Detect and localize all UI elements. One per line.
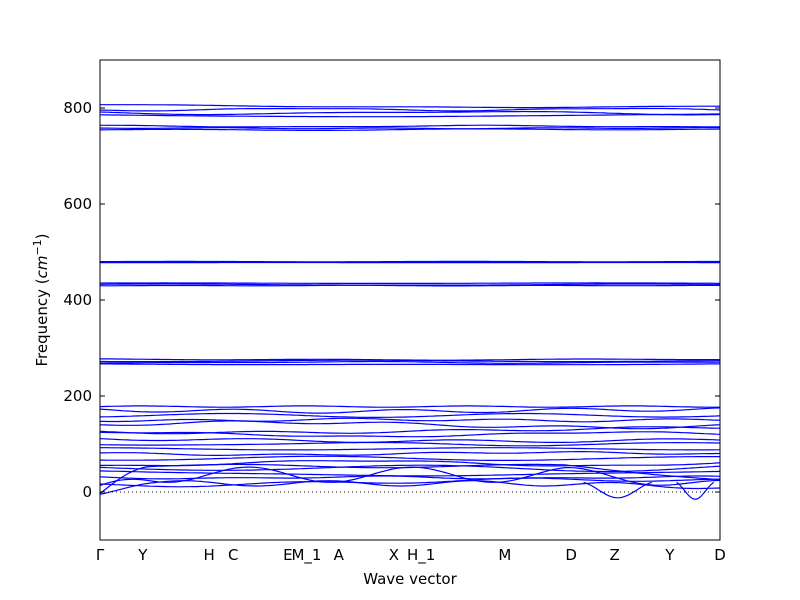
band-line-low [100,417,721,423]
x-tick-label: Z [609,546,619,564]
x-axis-label: Wave vector [363,570,457,588]
band-line-low [100,460,721,467]
x-tick-label: E [283,546,292,564]
band-line-high1 [99,126,720,130]
band-line-low [99,412,721,418]
y-tick-label: 200 [63,387,92,405]
band-line-high1 [100,124,720,128]
x-tick-label: Y [664,546,675,564]
x-tick-label: M [498,546,511,564]
band-line-high2 [99,113,720,118]
x-tick-label: H [203,546,214,564]
x-axis-ticks: Γ Y H C EM_1 A X H_1 M D Z Y D [96,546,726,565]
band-line-low [100,451,720,456]
band-line-low [99,420,721,430]
y-tick-label: 400 [63,291,92,309]
x-tick-label: C [228,546,238,564]
band-line-high2 [99,110,721,116]
soft-mode-line [676,481,715,500]
band-line-high1 [99,128,721,131]
band-line-low [99,441,720,447]
band-line-acoustic [99,480,721,495]
x-tick-label: Y [137,546,148,564]
y-axis-label: Frequency (cm−1) [31,233,51,366]
band-line-low [99,405,720,408]
band-line-low [100,455,720,461]
x-tick-label: H_1 [407,546,435,565]
band-line-mid1 [100,358,720,361]
x-tick-label: X [389,546,399,564]
band-line-mid1 [100,360,720,364]
x-tick-label: M_1 [291,546,321,565]
band-line-low [99,407,721,414]
band-line-mid2 [99,282,720,284]
x-tick-label: D [714,546,726,564]
band-line-high2 [99,107,721,112]
y-tick-label: 600 [63,195,92,213]
band-line-mid2 [100,283,721,286]
band-line-high2 [100,104,720,109]
band-line-low [99,470,721,477]
x-tick-label: Γ [96,546,105,564]
y-tick-label: 0 [82,483,92,501]
band-line-low [99,438,721,443]
soft-mode-line [583,481,652,499]
band-lines [99,104,721,500]
x-tick-label: A [334,546,345,564]
band-line-mid1 [99,363,721,366]
y-tick-label: 800 [63,99,92,117]
plot-background [100,60,720,540]
band-line-low [99,464,721,473]
x-tick-label: D [565,546,577,564]
band-line-low [100,447,720,451]
y-axis-ticks: 0 200 400 600 800 [63,99,720,501]
band-line-low [99,477,721,488]
